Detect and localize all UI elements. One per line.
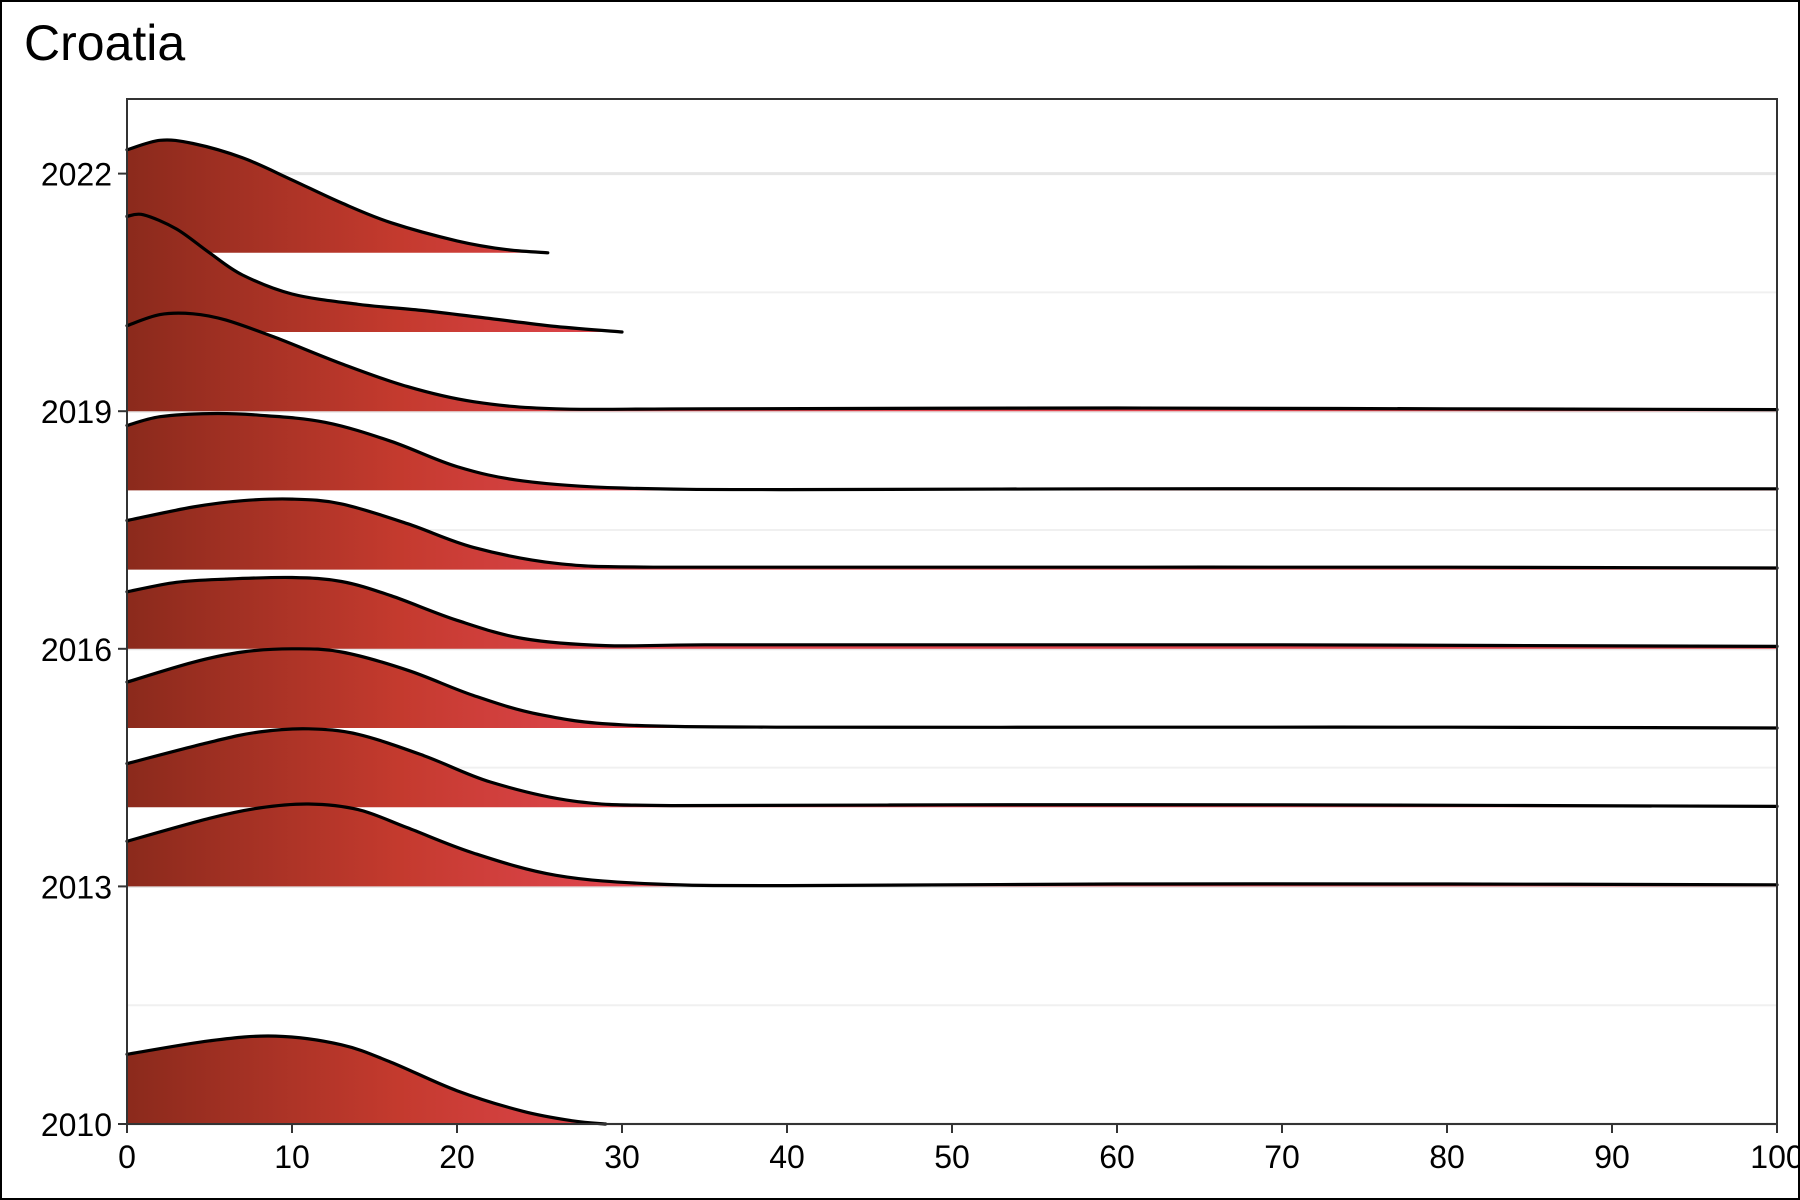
x-tick-label: 70 [1264,1139,1300,1175]
ridge-fill-2016 [127,577,1777,649]
ridge-2014 [125,727,1779,808]
ridge-fill-2017 [127,498,1777,570]
ridge-fill-2020 [127,214,622,332]
ridge-line-2013 [125,802,1779,888]
y-tick-label: 2016 [41,632,112,668]
ridge-fill-2021 [127,139,548,253]
x-tick-label: 10 [274,1139,310,1175]
x-tick-label: 30 [604,1139,640,1175]
x-tick-label: 0 [118,1139,136,1175]
x-tick-label: 90 [1594,1139,1630,1175]
ridge-2019 [125,311,1779,412]
ridge-2013 [125,802,1779,888]
ridge-fill-2010 [127,1035,606,1124]
ridge-2016 [125,575,1779,649]
ridge-line-2016 [125,575,1779,648]
ridge-fill-2013 [127,803,1777,887]
ridge-2021 [125,138,550,255]
ridge-fill-2019 [127,313,1777,412]
x-tick-label: 80 [1429,1139,1465,1175]
y-tick-label: 2019 [41,394,112,430]
ridge-2018 [125,411,1779,492]
x-tick-label: 60 [1099,1139,1135,1175]
x-tick-label: 100 [1750,1139,1798,1175]
ridge-line-2015 [125,647,1779,730]
ridge-2020 [125,212,624,334]
ridge-fill-2014 [127,728,1777,808]
ridge-line-2020 [125,212,624,334]
ridge-line-2019 [125,311,1779,412]
ridge-2015 [125,647,1779,730]
x-tick-label: 20 [439,1139,475,1175]
y-tick-label: 2013 [41,869,112,905]
y-tick-label: 2010 [41,1107,112,1143]
ridge-line-2021 [125,138,550,255]
x-tick-label: 40 [769,1139,805,1175]
ridge-line-2014 [125,727,1779,808]
x-tick-label: 50 [934,1139,970,1175]
ridge-line-2017 [125,497,1779,570]
ridge-line-2018 [125,411,1779,492]
ridge-fill-2015 [127,648,1777,728]
ridge-2010 [125,1034,608,1126]
ridge-fill-2018 [127,413,1777,491]
ridge-2017 [125,497,1779,570]
y-tick-label: 2022 [41,157,112,193]
chart-title: Croatia [24,15,186,71]
ridge-line-2010 [125,1034,608,1126]
